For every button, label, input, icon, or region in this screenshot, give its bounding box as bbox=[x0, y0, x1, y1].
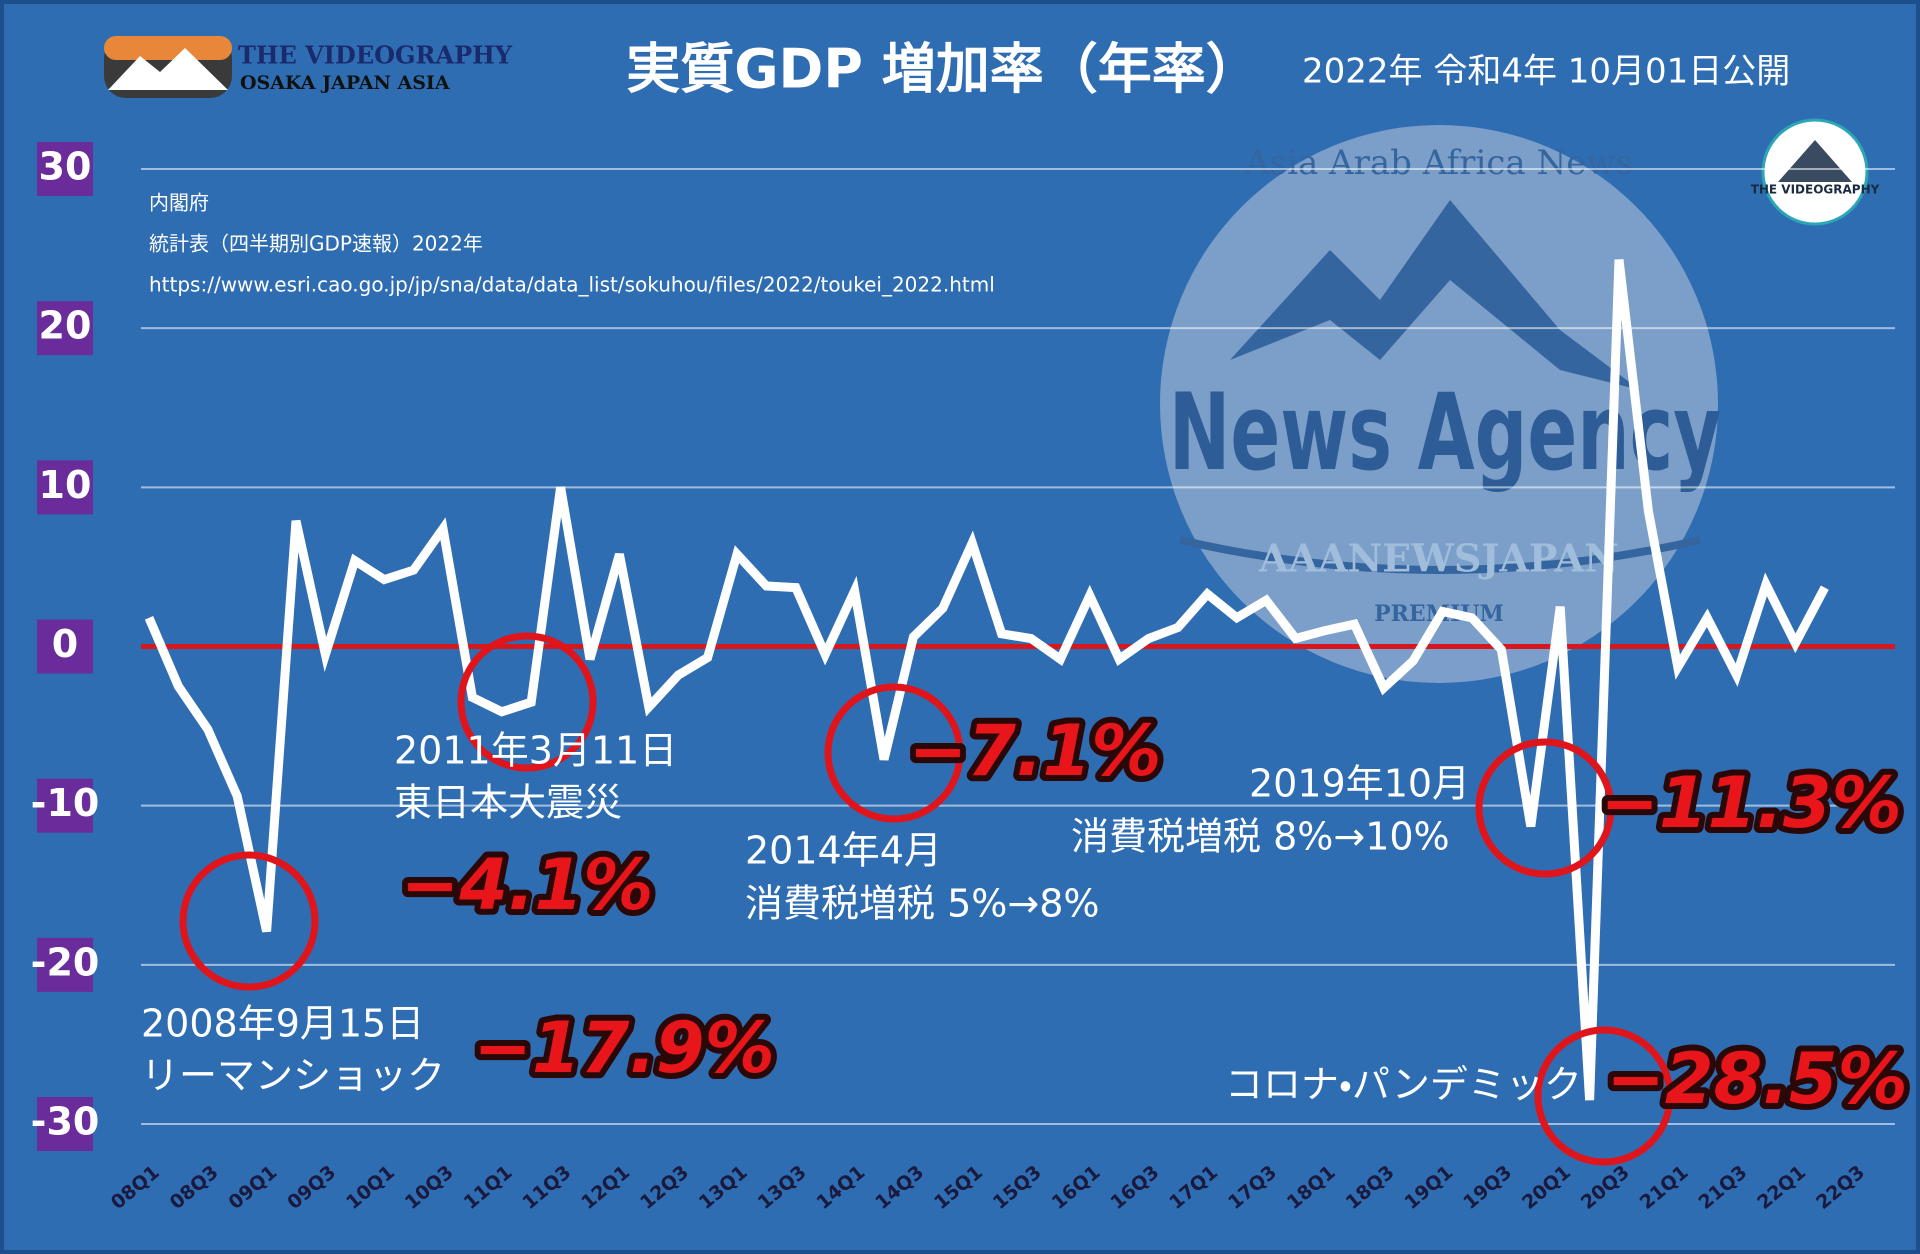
badge: THE VIDEOGRAPHY OSAKA JAPAN bbox=[1751, 118, 1880, 226]
source-line: 内閣府 bbox=[149, 191, 209, 215]
logo-sky bbox=[104, 36, 232, 60]
highlight-circle bbox=[1534, 1026, 1674, 1166]
logo-mountain bbox=[108, 48, 228, 90]
chart-subtitle: 2022年 令和4年 10月01日公開 bbox=[1302, 52, 1790, 92]
watermark-ring: Asia Arab Africa News bbox=[1244, 143, 1633, 183]
data-line bbox=[144, 259, 1829, 1101]
y-tick-label: -10 bbox=[31, 781, 100, 825]
y-tick-box bbox=[37, 937, 93, 992]
logo-subtitle: OSAKA JAPAN ASIA bbox=[240, 72, 450, 94]
source-line: 統計表（四半期別GDP速報）2022年 bbox=[149, 232, 483, 256]
chart-title: 実質GDP 増加率（年率） bbox=[626, 38, 1260, 101]
annotation: コロナ・パンデミック bbox=[1225, 1063, 1582, 1107]
watermark-banner: AAANEWSJAPAN bbox=[1258, 536, 1619, 581]
highlight-circle bbox=[1475, 738, 1615, 878]
y-tick-box bbox=[37, 619, 93, 674]
y-tick-box bbox=[37, 142, 93, 196]
y-tick-box bbox=[37, 778, 93, 833]
y-tick-label: -30 bbox=[31, 1100, 100, 1144]
annotation: リーマンショック bbox=[141, 1054, 445, 1098]
watermark-mountain bbox=[1230, 200, 1640, 390]
highlight-circle bbox=[179, 851, 319, 991]
value-label: −28.5% bbox=[1606, 1038, 1908, 1120]
badge-title: THE VIDEOGRAPHY bbox=[1751, 183, 1880, 197]
y-tick-label: 20 bbox=[39, 304, 92, 348]
highlight-circle bbox=[457, 632, 597, 772]
badge-mountain bbox=[1778, 140, 1852, 182]
value-label: −4.1% bbox=[401, 844, 654, 926]
watermark-wave bbox=[1179, 536, 1701, 574]
y-tick-label: 30 bbox=[39, 145, 92, 189]
value-label: −17.9% bbox=[473, 1007, 775, 1089]
y-tick-box bbox=[37, 460, 93, 515]
logo-title: THE VIDEOGRAPHY bbox=[238, 41, 513, 70]
annotation: 2008年9月15日 bbox=[141, 1002, 424, 1046]
annotation: 消費税増税 8%→10% bbox=[1071, 815, 1450, 859]
y-tick-box bbox=[37, 301, 93, 356]
badge-subtitle: OSAKA JAPAN bbox=[1785, 207, 1845, 217]
value-label: −11.3% bbox=[1600, 762, 1902, 844]
logo: THE VIDEOGRAPHY OSAKA JAPAN ASIA bbox=[104, 36, 513, 98]
y-tick-label: -20 bbox=[31, 940, 100, 984]
y-tick-box bbox=[37, 1097, 93, 1151]
watermark: Asia Arab Africa News News Agency AAANEW… bbox=[1160, 125, 1721, 683]
annotation: 東日本大震災 bbox=[394, 781, 622, 825]
annotation: 2019年10月 bbox=[1249, 762, 1470, 806]
y-tick-label: 10 bbox=[39, 463, 92, 507]
source-line: https://www.esri.cao.go.jp/jp/sna/data/d… bbox=[149, 273, 995, 297]
y-tick-label: 0 bbox=[52, 622, 78, 666]
watermark-title: News Agency bbox=[1169, 371, 1721, 494]
annotation: 2014年4月 bbox=[745, 829, 942, 873]
annotation: 2011年3月11日 bbox=[394, 729, 677, 773]
watermark-circle bbox=[1160, 125, 1718, 683]
highlight-circle bbox=[824, 683, 964, 823]
annotation: 消費税増税 5%→8% bbox=[745, 882, 1100, 926]
value-label: −7.1% bbox=[909, 710, 1162, 792]
